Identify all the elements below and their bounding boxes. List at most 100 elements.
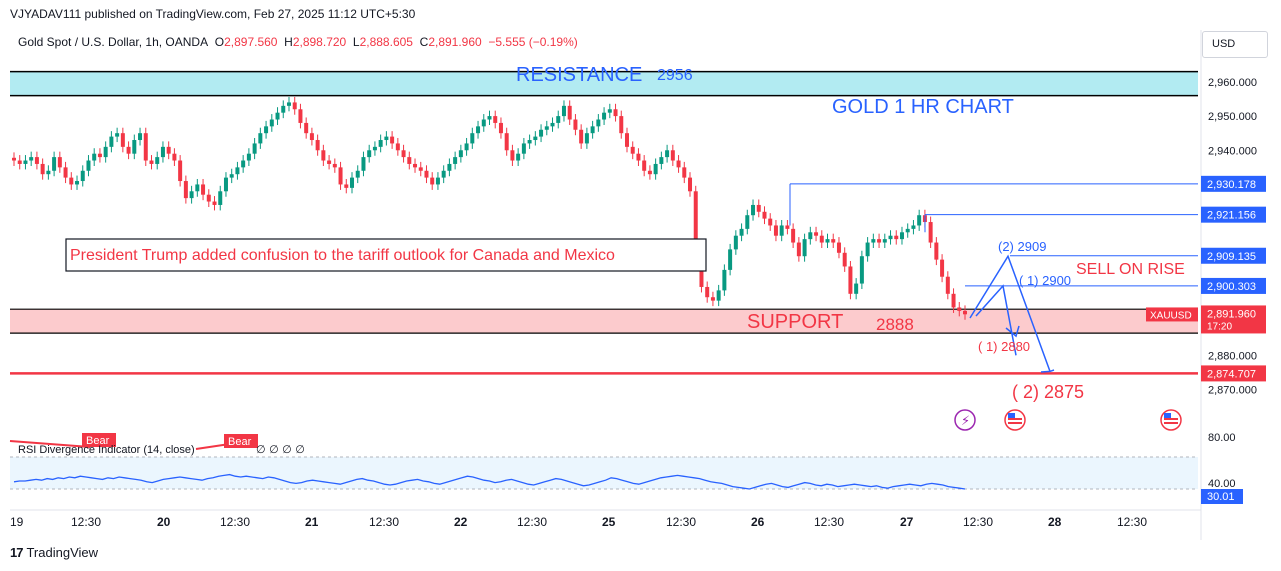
low-label: L <box>352 35 360 49</box>
high-label: H <box>284 35 293 49</box>
candle-body <box>917 215 922 226</box>
candle-body <box>613 109 618 117</box>
candle-body <box>476 126 481 134</box>
candle-body <box>229 174 234 178</box>
rsi-tick-label: 80.00 <box>1208 432 1236 444</box>
symbol-name[interactable]: Gold Spot / U.S. Dollar, 1h, OANDA <box>18 35 209 49</box>
candle-body <box>435 177 440 185</box>
resistance-label: RESISTANCE <box>516 64 642 86</box>
candle-body <box>516 153 521 161</box>
rsi-na-values: ∅ ∅ ∅ ∅ <box>256 443 305 456</box>
candle-body <box>350 177 355 188</box>
candle-body <box>682 167 687 178</box>
time-axis-label: 12:30 <box>517 515 547 529</box>
time-axis-label: 26 <box>751 515 765 529</box>
price-tick-label: 2,880.000 <box>1208 350 1257 362</box>
candle-body <box>722 269 727 291</box>
candle-body <box>676 160 681 168</box>
candle-body <box>40 163 45 175</box>
candle-body <box>859 256 864 284</box>
candle-body <box>189 191 194 199</box>
close-value: 2,891.960 <box>428 35 482 49</box>
rsi-tick-label: 40.00 <box>1208 478 1236 490</box>
sell-on-rise-label: SELL ON RISE <box>1076 261 1185 278</box>
candle-body <box>361 157 366 171</box>
price-tag <box>1201 206 1266 223</box>
candle-body <box>688 177 693 192</box>
candle-body <box>670 150 675 161</box>
candle-body <box>407 157 412 164</box>
candle-body <box>865 242 870 257</box>
bear-badge-label: Bear <box>86 435 110 447</box>
candle-body <box>951 293 956 308</box>
time-axis-label: 12:30 <box>666 515 696 529</box>
tradingview-brand: 17 TradingView <box>10 545 98 560</box>
resistance-zone <box>10 71 1198 96</box>
change-value: −5.555 (−0.19%) <box>488 35 578 49</box>
candle-body <box>773 225 778 236</box>
rsi-band <box>10 457 1198 489</box>
candle-body <box>17 160 22 164</box>
candle-body <box>814 232 819 236</box>
candle-body <box>458 150 463 158</box>
rsi-value-tag <box>1201 489 1243 504</box>
candle-body <box>34 157 39 164</box>
candle-body <box>481 119 486 127</box>
candle-body <box>825 239 830 243</box>
currency-selector[interactable] <box>1202 31 1268 58</box>
candle-body <box>52 157 57 171</box>
candle-body <box>877 239 882 243</box>
candle-body <box>321 150 326 161</box>
price-tick-label: 2,870.000 <box>1208 384 1257 396</box>
candle-body <box>831 239 836 243</box>
candle-body <box>309 133 314 141</box>
time-axis-label: 12:30 <box>963 515 993 529</box>
candle-body <box>160 146 165 158</box>
candle-body <box>155 157 160 164</box>
candle-body <box>344 184 349 188</box>
candle-body <box>871 239 876 243</box>
candle-body <box>802 239 807 257</box>
candle-body <box>12 157 16 161</box>
candle-body <box>504 133 509 151</box>
candle-body <box>367 150 372 158</box>
candle-body <box>819 235 824 243</box>
rsi-indicator-label: RSI Divergence Indicator (14, close) <box>18 444 195 456</box>
candle-body <box>470 133 475 144</box>
time-axis-label: 25 <box>602 515 616 529</box>
candle-body <box>57 157 62 168</box>
news-box <box>65 238 707 272</box>
time-axis-label: 20 <box>157 515 171 529</box>
price-tag <box>1201 365 1266 382</box>
open-value: 2,897.560 <box>224 35 278 49</box>
candle-body <box>109 136 114 147</box>
candle-body <box>338 167 343 185</box>
candle-body <box>957 307 962 311</box>
price-tag <box>1201 247 1266 264</box>
candle-body <box>590 126 595 134</box>
candle-body <box>143 133 148 161</box>
candles-group <box>12 96 967 320</box>
candle-body <box>728 249 733 270</box>
close-label: C <box>419 35 429 49</box>
candle-body <box>372 146 377 151</box>
candle-body <box>579 129 584 144</box>
candle-body <box>785 225 790 229</box>
candle-body <box>212 201 217 205</box>
arrowhead-2 <box>1040 369 1055 373</box>
candle-body <box>355 170 360 178</box>
flag-stripe <box>1008 422 1022 424</box>
candle-body <box>384 136 389 141</box>
support-zone <box>10 309 1198 334</box>
candle-body <box>23 160 28 164</box>
candle-body <box>888 235 893 240</box>
candle-body <box>842 252 847 267</box>
candle-body <box>401 150 406 158</box>
time-axis-label: 21 <box>305 515 319 529</box>
candle-body <box>854 283 859 294</box>
candle-body <box>29 157 34 161</box>
candle-body <box>624 133 629 147</box>
currency-label: USD <box>1212 38 1236 50</box>
candle-body <box>269 119 274 127</box>
